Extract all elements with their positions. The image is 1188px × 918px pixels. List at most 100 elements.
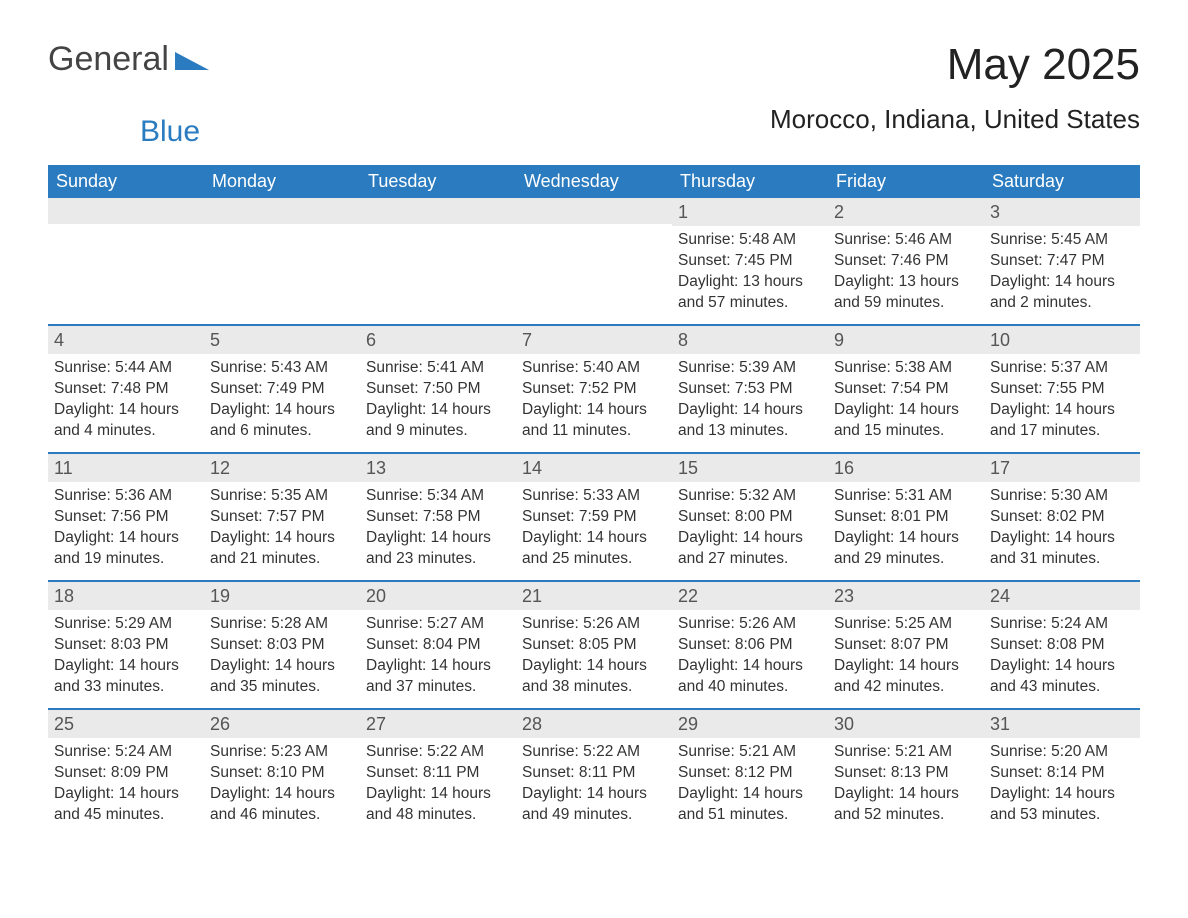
- sunrise-line: Sunrise: 5:45 AM: [990, 230, 1134, 251]
- sunrise-line: Sunrise: 5:22 AM: [366, 742, 510, 763]
- sunrise-line: Sunrise: 5:35 AM: [210, 486, 354, 507]
- day-cell: 27Sunrise: 5:22 AMSunset: 8:11 PMDayligh…: [360, 710, 516, 836]
- day-number: 22: [672, 582, 828, 610]
- daylight-line: Daylight: 14 hours and 43 minutes.: [990, 656, 1134, 698]
- daylight-line: Daylight: 14 hours and 49 minutes.: [522, 784, 666, 826]
- daylight-line: Daylight: 14 hours and 2 minutes.: [990, 272, 1134, 314]
- sunset-line: Sunset: 8:04 PM: [366, 635, 510, 656]
- sunset-line: Sunset: 8:03 PM: [54, 635, 198, 656]
- day-number: 30: [828, 710, 984, 738]
- day-number: 31: [984, 710, 1140, 738]
- daylight-line: Daylight: 14 hours and 37 minutes.: [366, 656, 510, 698]
- day-cell: 8Sunrise: 5:39 AMSunset: 7:53 PMDaylight…: [672, 326, 828, 452]
- daylight-line: Daylight: 14 hours and 45 minutes.: [54, 784, 198, 826]
- sunrise-line: Sunrise: 5:31 AM: [834, 486, 978, 507]
- daylight-line: Daylight: 14 hours and 23 minutes.: [366, 528, 510, 570]
- sunrise-line: Sunrise: 5:33 AM: [522, 486, 666, 507]
- week-row: 25Sunrise: 5:24 AMSunset: 8:09 PMDayligh…: [48, 708, 1140, 836]
- day-header-tuesday: Tuesday: [360, 165, 516, 198]
- day-cell: 28 Sunrise: 5:22 AMSunset: 8:11 PMDayligh…: [516, 710, 672, 836]
- day-cell: 26Sunrise: 5:23 AMSunset: 8:10 PMDayligh…: [204, 710, 360, 836]
- day-header-saturday: Saturday: [984, 165, 1140, 198]
- daylight-line: Daylight: 14 hours and 33 minutes.: [54, 656, 198, 698]
- day-number: 25: [48, 710, 204, 738]
- sunset-line: Sunset: 7:47 PM: [990, 251, 1134, 272]
- daylight-line: Daylight: 14 hours and 52 minutes.: [834, 784, 978, 826]
- day-cell: 18Sunrise: 5:29 AMSunset: 8:03 PMDayligh…: [48, 582, 204, 708]
- day-cell: [360, 198, 516, 324]
- sunrise-line: Sunrise: 5:20 AM: [990, 742, 1134, 763]
- sunset-line: Sunset: 8:08 PM: [990, 635, 1134, 656]
- sunrise-line: Sunrise: 5:34 AM: [366, 486, 510, 507]
- day-cell: 17 Sunrise: 5:30 AMSunset: 8:02 PMDayligh…: [984, 454, 1140, 580]
- day-header-row: SundayMondayTuesdayWednesdayThursdayFrid…: [48, 165, 1140, 198]
- week-row: 4Sunrise: 5:44 AMSunset: 7:48 PMDaylight…: [48, 324, 1140, 452]
- sunset-line: Sunset: 8:09 PM: [54, 763, 198, 784]
- day-cell: 12Sunrise: 5:35 AMSunset: 7:57 PMDayligh…: [204, 454, 360, 580]
- day-cell: 14Sunrise: 5:33 AMSunset: 7:59 PMDayligh…: [516, 454, 672, 580]
- sunset-line: Sunset: 7:58 PM: [366, 507, 510, 528]
- sunset-line: Sunset: 8:02 PM: [990, 507, 1134, 528]
- sunset-line: Sunset: 8:03 PM: [210, 635, 354, 656]
- daylight-line: Daylight: 14 hours and 31 minutes.: [990, 528, 1134, 570]
- sunset-line: Sunset: 8:14 PM: [990, 763, 1134, 784]
- day-cell: 15Sunrise: 5:32 AMSunset: 8:00 PMDayligh…: [672, 454, 828, 580]
- sunrise-line: Sunrise: 5:22 AM: [522, 742, 666, 763]
- day-cell: 24Sunrise: 5:24 AMSunset: 8:08 PMDayligh…: [984, 582, 1140, 708]
- daylight-line: Daylight: 14 hours and 15 minutes.: [834, 400, 978, 442]
- daylight-line: Daylight: 14 hours and 48 minutes.: [366, 784, 510, 826]
- day-cell: 13 Sunrise: 5:34 AMSunset: 7:58 PMDayligh…: [360, 454, 516, 580]
- day-number: 13: [360, 454, 516, 482]
- day-cell: 9Sunrise: 5:38 AMSunset: 7:54 PMDaylight…: [828, 326, 984, 452]
- sunset-line: Sunset: 7:54 PM: [834, 379, 978, 400]
- daylight-line: Daylight: 14 hours and 42 minutes.: [834, 656, 978, 698]
- day-number: [516, 198, 672, 224]
- day-number: 7: [516, 326, 672, 354]
- sunrise-line: Sunrise: 5:28 AM: [210, 614, 354, 635]
- day-cell: 6Sunrise: 5:41 AMSunset: 7:50 PMDaylight…: [360, 326, 516, 452]
- day-number: 6: [360, 326, 516, 354]
- sunrise-line: Sunrise: 5:30 AM: [990, 486, 1134, 507]
- day-number: 17: [984, 454, 1140, 482]
- sunset-line: Sunset: 8:12 PM: [678, 763, 822, 784]
- day-cell: 31Sunrise: 5:20 AMSunset: 8:14 PMDayligh…: [984, 710, 1140, 836]
- day-cell: 7Sunrise: 5:40 AMSunset: 7:52 PMDaylight…: [516, 326, 672, 452]
- sunrise-line: Sunrise: 5:40 AM: [522, 358, 666, 379]
- day-number: 21: [516, 582, 672, 610]
- daylight-line: Daylight: 14 hours and 27 minutes.: [678, 528, 822, 570]
- day-cell: 11Sunrise: 5:36 AMSunset: 7:56 PMDayligh…: [48, 454, 204, 580]
- sunset-line: Sunset: 8:11 PM: [522, 763, 666, 784]
- day-number: 14: [516, 454, 672, 482]
- sunset-line: Sunset: 8:13 PM: [834, 763, 978, 784]
- day-cell: 20Sunrise: 5:27 AMSunset: 8:04 PMDayligh…: [360, 582, 516, 708]
- day-number: [360, 198, 516, 224]
- sunset-line: Sunset: 8:11 PM: [366, 763, 510, 784]
- sunset-line: Sunset: 7:48 PM: [54, 379, 198, 400]
- sunrise-line: Sunrise: 5:26 AM: [678, 614, 822, 635]
- day-number: 1: [672, 198, 828, 226]
- daylight-line: Daylight: 14 hours and 19 minutes.: [54, 528, 198, 570]
- sunset-line: Sunset: 7:52 PM: [522, 379, 666, 400]
- day-number: 23: [828, 582, 984, 610]
- sunrise-line: Sunrise: 5:29 AM: [54, 614, 198, 635]
- day-number: 9: [828, 326, 984, 354]
- day-number: 8: [672, 326, 828, 354]
- daylight-line: Daylight: 13 hours and 59 minutes.: [834, 272, 978, 314]
- week-row: 1Sunrise: 5:48 AMSunset: 7:45 PMDaylight…: [48, 198, 1140, 324]
- daylight-line: Daylight: 14 hours and 17 minutes.: [990, 400, 1134, 442]
- daylight-line: Daylight: 14 hours and 9 minutes.: [366, 400, 510, 442]
- day-number: 24: [984, 582, 1140, 610]
- day-number: 28: [516, 710, 672, 738]
- logo: General: [48, 40, 211, 79]
- sunrise-line: Sunrise: 5:21 AM: [678, 742, 822, 763]
- day-cell: [204, 198, 360, 324]
- day-header-monday: Monday: [204, 165, 360, 198]
- calendar: SundayMondayTuesdayWednesdayThursdayFrid…: [48, 165, 1140, 836]
- day-cell: 2Sunrise: 5:46 AMSunset: 7:46 PMDaylight…: [828, 198, 984, 324]
- sunrise-line: Sunrise: 5:32 AM: [678, 486, 822, 507]
- sunrise-line: Sunrise: 5:26 AM: [522, 614, 666, 635]
- daylight-line: Daylight: 14 hours and 40 minutes.: [678, 656, 822, 698]
- sunrise-line: Sunrise: 5:37 AM: [990, 358, 1134, 379]
- sunset-line: Sunset: 7:59 PM: [522, 507, 666, 528]
- sunrise-line: Sunrise: 5:21 AM: [834, 742, 978, 763]
